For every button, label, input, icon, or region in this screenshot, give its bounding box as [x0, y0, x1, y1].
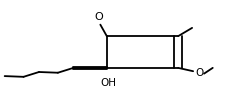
- Text: OH: OH: [100, 78, 116, 88]
- Text: O: O: [94, 12, 103, 22]
- Text: O: O: [195, 68, 203, 78]
